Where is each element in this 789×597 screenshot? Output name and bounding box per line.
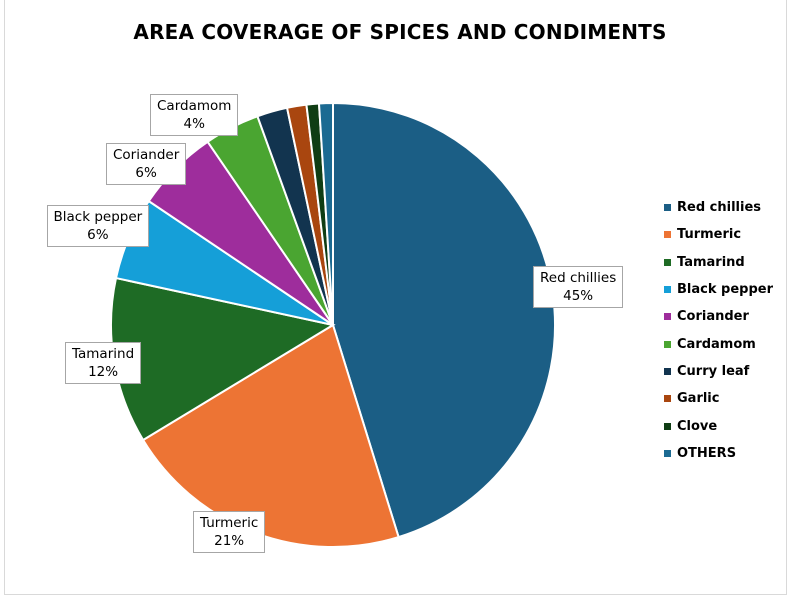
legend-label: Curry leaf bbox=[677, 363, 750, 379]
legend-swatch bbox=[664, 204, 671, 212]
legend-item-garlic: Garlic bbox=[664, 385, 773, 412]
legend-label: Cardamom bbox=[677, 336, 756, 352]
legend-item-others: OTHERS bbox=[664, 440, 773, 467]
data-label-tamarind: Tamarind 12% bbox=[65, 342, 142, 384]
legend: Red chillies Turmeric Tamarind Black pepper… bbox=[664, 194, 773, 467]
data-label-coriander: Coriander 6% bbox=[106, 143, 187, 185]
data-label-category: Red chillies bbox=[540, 270, 617, 286]
chart-title: AREA COVERAGE OF SPICES AND CONDIMENTS bbox=[133, 20, 667, 44]
legend-swatch bbox=[664, 395, 671, 403]
data-label-category: Tamarind bbox=[72, 346, 135, 362]
legend-swatch bbox=[664, 340, 671, 348]
data-label-percent: 4% bbox=[183, 116, 205, 132]
legend-item-curry-leaf: Curry leaf bbox=[664, 358, 773, 385]
data-label-cardamom: Cardamom 4% bbox=[150, 94, 239, 136]
legend-label: Red chillies bbox=[677, 200, 761, 216]
legend-item-black-pepper: Black pepper bbox=[664, 276, 773, 303]
data-label-category: Black pepper bbox=[53, 209, 143, 225]
legend-label: OTHERS bbox=[677, 445, 737, 461]
legend-swatch bbox=[664, 422, 671, 430]
legend-label: Black pepper bbox=[677, 282, 773, 298]
legend-item-turmeric: Turmeric bbox=[664, 221, 773, 248]
legend-item-cardamom: Cardamom bbox=[664, 330, 773, 357]
data-label-percent: 6% bbox=[135, 165, 157, 181]
data-label-percent: 6% bbox=[87, 227, 109, 243]
legend-label: Tamarind bbox=[677, 254, 745, 270]
legend-item-tamarind: Tamarind bbox=[664, 249, 773, 276]
legend-label: Garlic bbox=[677, 391, 720, 407]
legend-swatch bbox=[664, 313, 671, 321]
legend-swatch bbox=[664, 367, 671, 375]
legend-item-coriander: Coriander bbox=[664, 303, 773, 330]
legend-swatch bbox=[664, 231, 671, 239]
data-label-percent: 12% bbox=[88, 364, 119, 380]
data-label-black-pepper: Black pepper 6% bbox=[46, 205, 150, 247]
legend-label: Coriander bbox=[677, 309, 749, 325]
data-label-turmeric: Turmeric 21% bbox=[193, 511, 266, 553]
data-label-percent: 21% bbox=[214, 533, 245, 549]
legend-item-red-chillies: Red chillies bbox=[664, 194, 773, 221]
data-label-red-chillies: Red chillies 45% bbox=[533, 266, 624, 308]
data-label-percent: 45% bbox=[563, 288, 594, 304]
pie-slice-others bbox=[317, 101, 334, 326]
legend-swatch bbox=[664, 449, 671, 457]
chart-frame bbox=[4, 0, 787, 595]
legend-swatch bbox=[664, 286, 671, 294]
data-label-category: Cardamom bbox=[157, 98, 232, 114]
legend-item-clove: Clove bbox=[664, 412, 773, 439]
legend-label: Turmeric bbox=[677, 227, 742, 243]
data-label-category: Turmeric bbox=[200, 515, 259, 531]
data-label-category: Coriander bbox=[113, 147, 180, 163]
legend-swatch bbox=[664, 258, 671, 266]
legend-label: Clove bbox=[677, 418, 718, 434]
